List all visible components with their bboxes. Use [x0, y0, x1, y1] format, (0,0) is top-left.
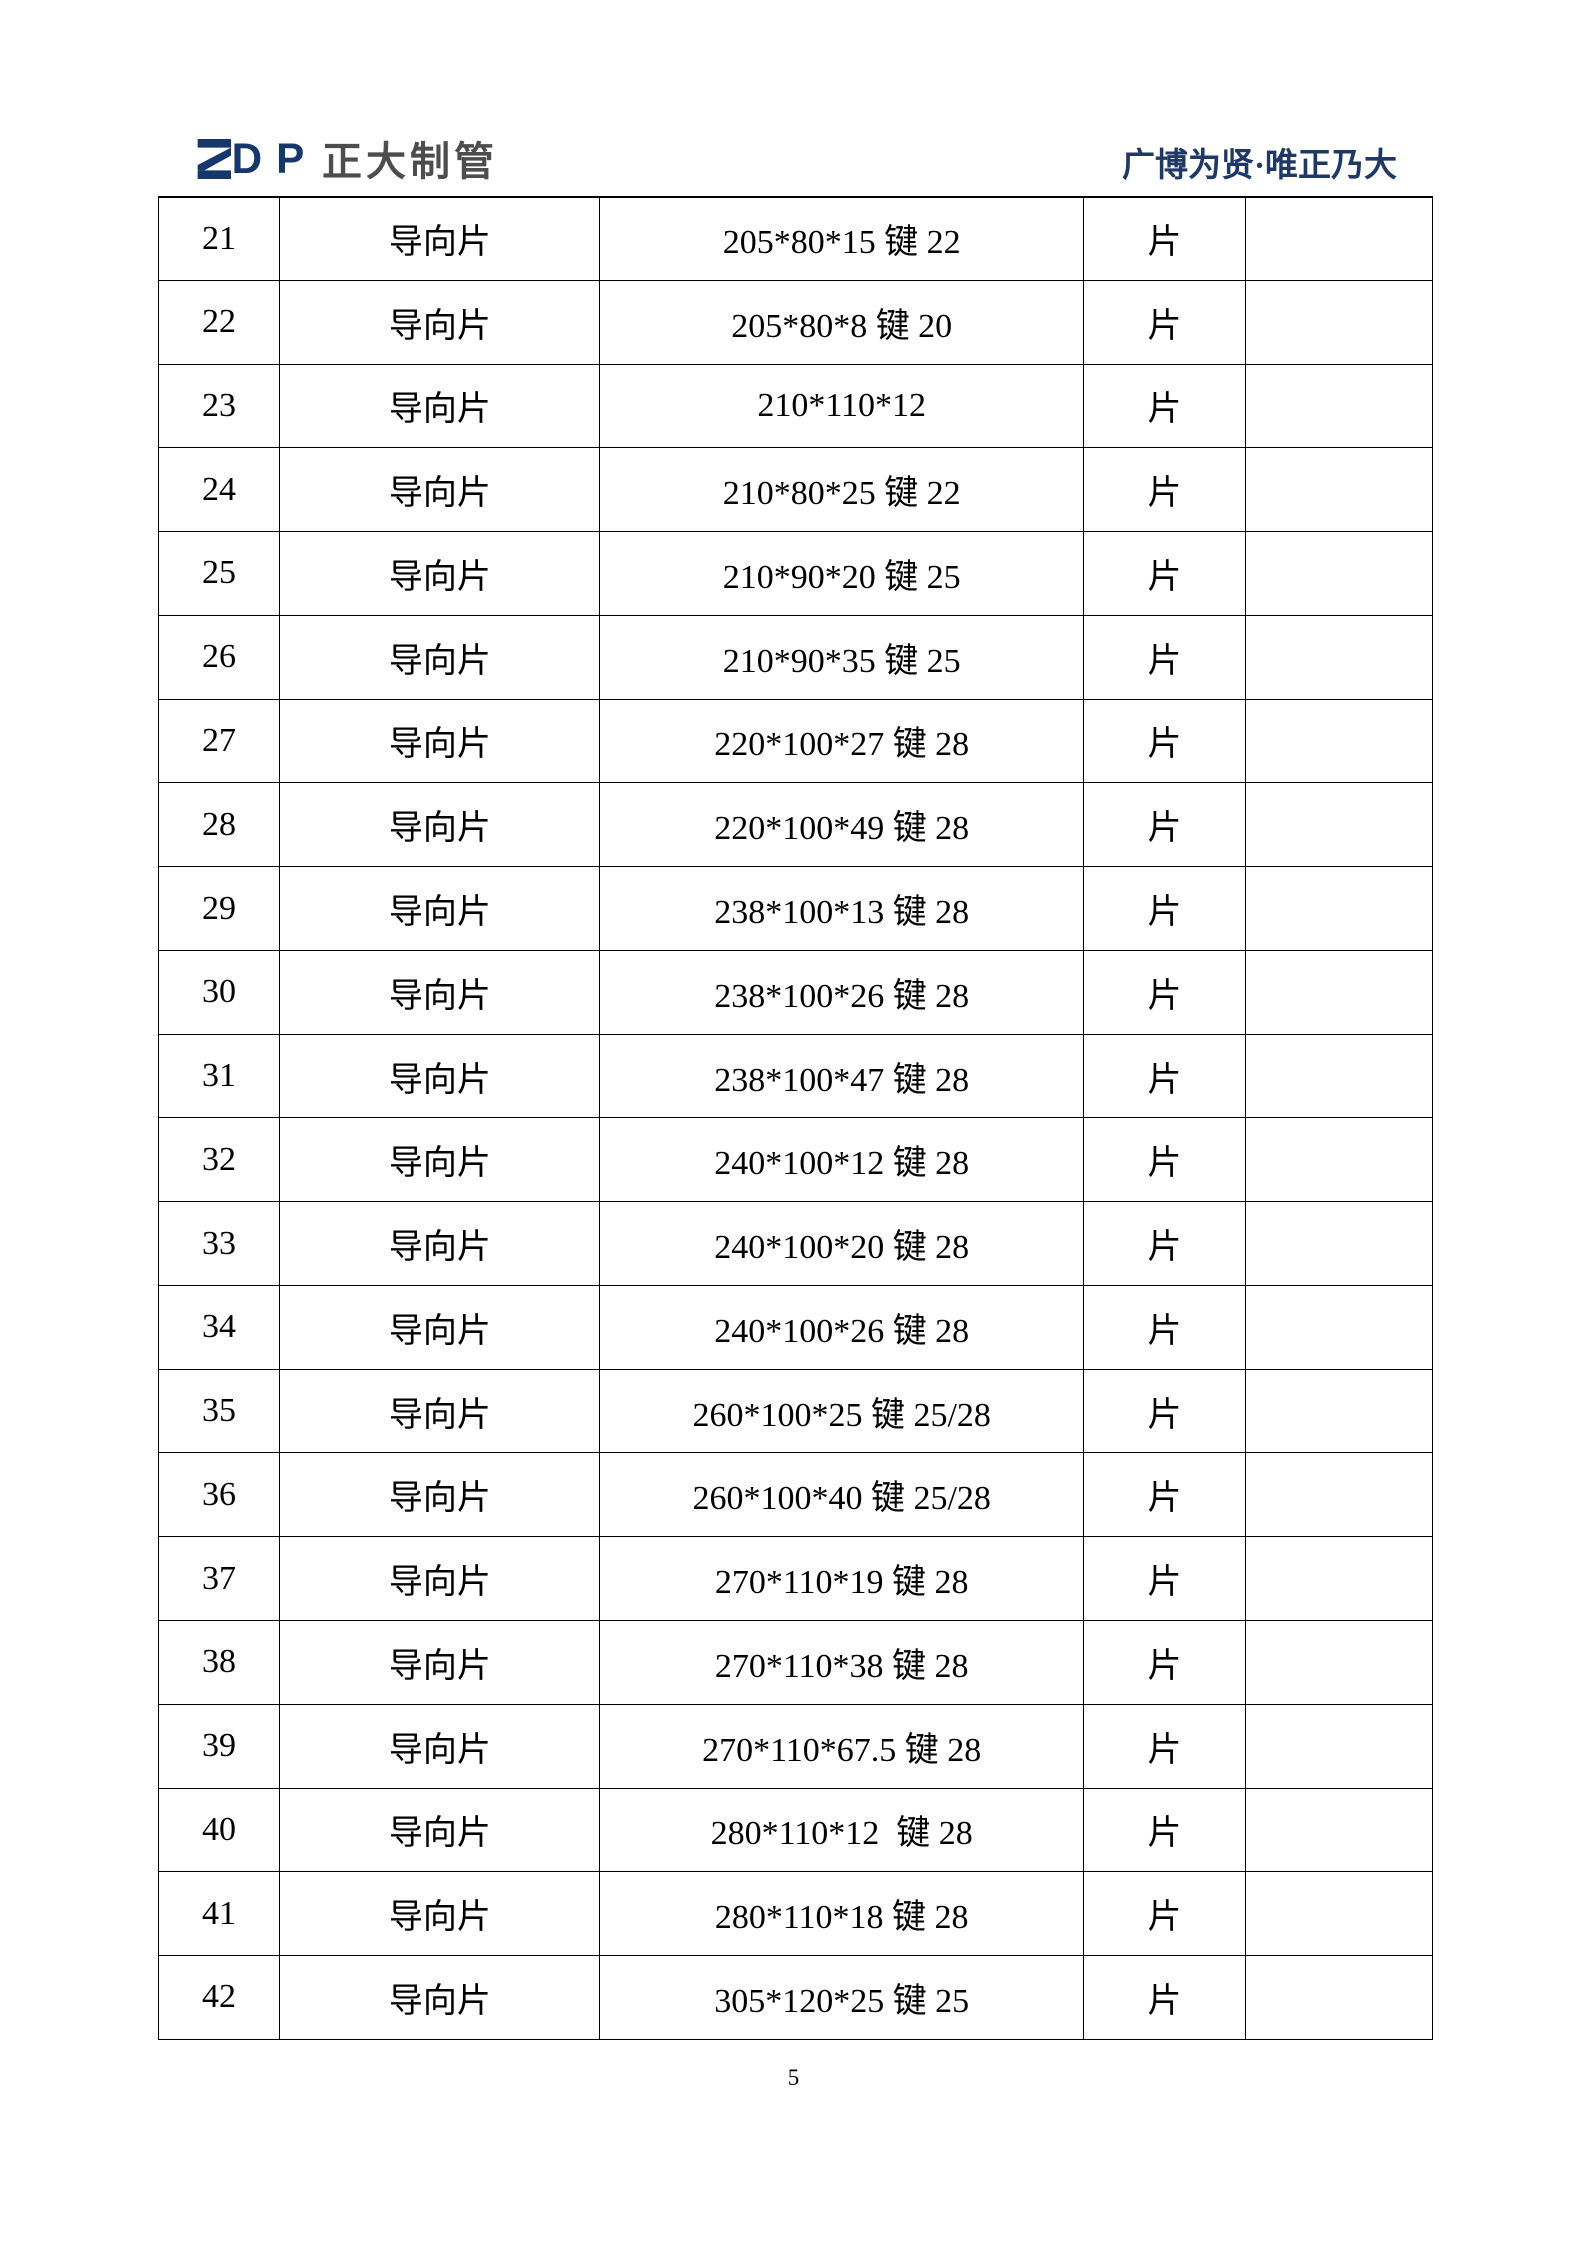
svg-text:P: P — [276, 139, 304, 179]
svg-text:D: D — [232, 139, 262, 179]
